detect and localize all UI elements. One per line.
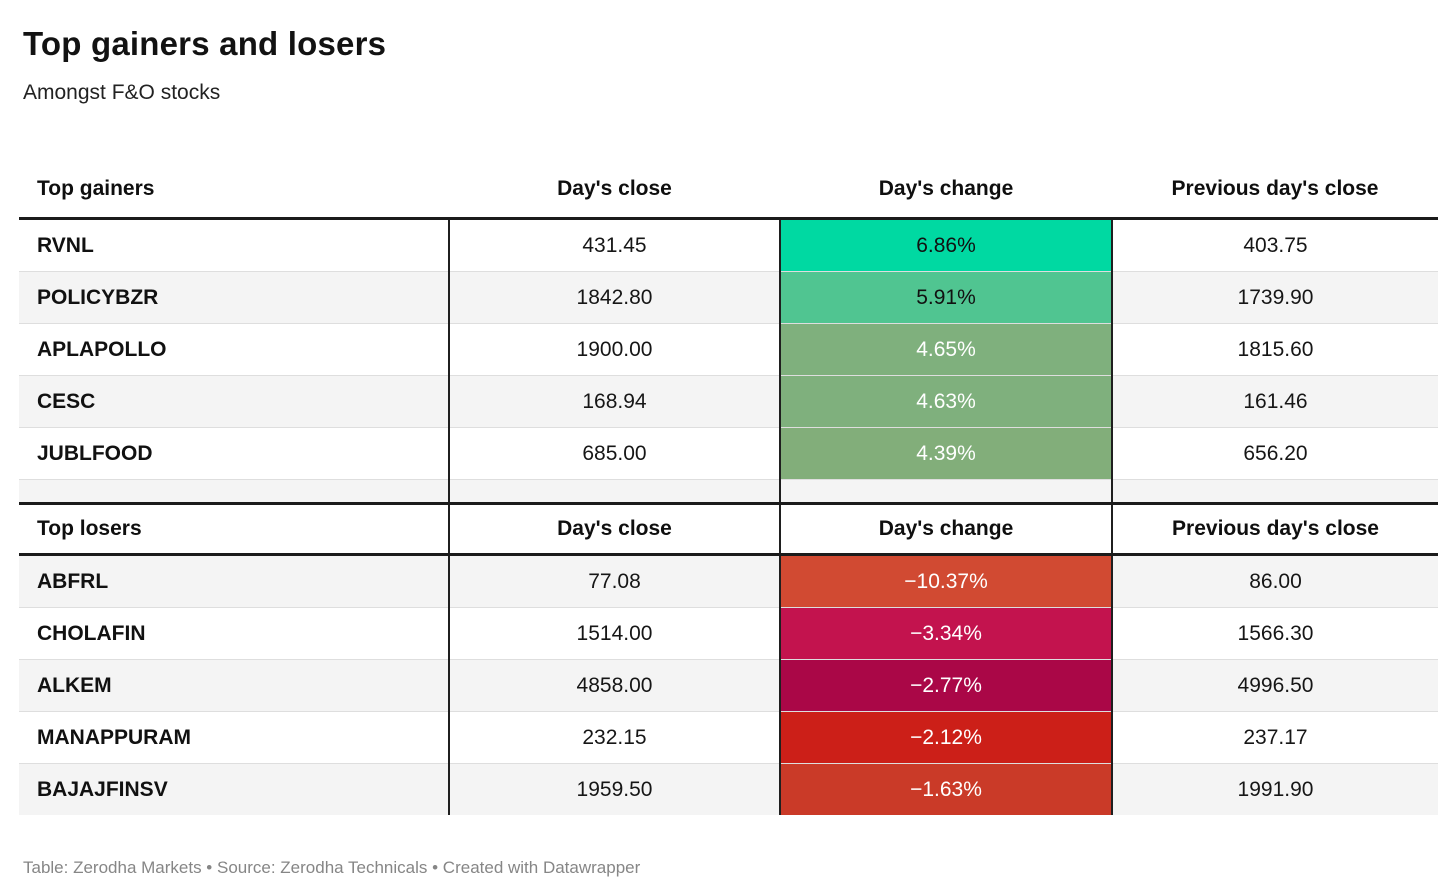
spacer-cell [448,479,780,505]
days-change-value: −2.12% [779,711,1112,764]
days-change-value: −3.34% [779,607,1112,660]
stock-symbol: ABFRL [19,554,449,608]
table-row-alkem: ALKEM 4858.00 −2.77% 4996.50 [19,659,1438,712]
gainers-header-prev-close: Previous day's close [1112,160,1438,220]
stock-symbol: BAJAJFINSV [37,777,168,801]
table-row-abfrl: ABFRL 77.08 −10.37% 86.00 [19,554,1438,608]
table-row-aplapollo: APLAPOLLO 1900.00 4.65% 1815.60 [19,323,1438,376]
days-close-value: 1900.00 [448,323,780,376]
attribution-byline: Table: Zerodha Markets • Source: Zerodha… [23,858,641,877]
days-close-value: 1842.80 [448,271,780,324]
table-row-jublfood: JUBLFOOD 685.00 4.39% 656.20 [19,427,1438,480]
spacer-cell [779,479,1112,505]
days-close-value: 1514.00 [448,607,780,660]
prev-close-value: 237.17 [1111,711,1438,764]
days-change-value: 4.63% [779,375,1112,428]
section-spacer-row [19,479,1438,505]
losers-header-row: Top losers Day's close Day's change Prev… [19,502,1438,556]
gainers-header-change: Day's change [780,160,1112,220]
page-title: Top gainers and losers [23,25,387,62]
prev-close-value: 161.46 [1111,375,1438,428]
gainers-losers-table: Top gainers Day's close Day's change Pre… [19,160,1438,815]
days-change-value: −1.63% [779,763,1112,815]
stock-symbol: CHOLAFIN [19,607,449,660]
stock-symbol: RVNL [19,218,449,272]
table-row-manappuram: MANAPPURAM 232.15 −2.12% 237.17 [19,711,1438,764]
table-row-cholafin: CHOLAFIN 1514.00 −3.34% 1566.30 [19,607,1438,660]
losers-header-close: Day's close [448,502,780,556]
losers-header-prev-close: Previous day's close [1111,502,1438,556]
days-change-value: −2.77% [779,659,1112,712]
gainers-header-symbol: Top gainers [19,160,449,220]
page-subtitle: Amongst F&O stocks [23,81,221,104]
stock-symbol: MANAPPURAM [19,711,449,764]
table-row-cesc: CESC 168.94 4.63% 161.46 [19,375,1438,428]
gainers-header-row: Top gainers Day's close Day's change Pre… [19,160,1438,220]
prev-close-value: 403.75 [1111,218,1438,272]
gainers-header-close: Day's close [449,160,780,220]
table-row-policybzr: POLICYBZR 1842.80 5.91% 1739.90 [19,271,1438,324]
days-close-value: 168.94 [448,375,780,428]
losers-header-change: Day's change [779,502,1112,556]
prev-close-value: 1991.90 [1111,763,1438,815]
prev-close-value: 1566.30 [1111,607,1438,660]
days-close-value: 685.00 [448,427,780,480]
prev-close-value: 1739.90 [1111,271,1438,324]
days-close-value: 1959.50 [448,763,780,815]
table-row-bajajfinsv: BAJAJFINSV 1959.50 −1.63% 1991.90 [19,763,1438,815]
days-close-value: 77.08 [448,554,780,608]
days-change-value: 5.91% [779,271,1112,324]
losers-header-symbol: Top losers [19,502,449,556]
days-change-value: 4.39% [779,427,1112,480]
days-change-value: −10.37% [779,554,1112,608]
prev-close-value: 4996.50 [1111,659,1438,712]
prev-close-value: 1815.60 [1111,323,1438,376]
days-close-value: 232.15 [448,711,780,764]
days-close-value: 4858.00 [448,659,780,712]
table-row-rvnl: RVNL 431.45 6.86% 403.75 [19,218,1438,272]
days-change-value: 6.86% [779,218,1112,272]
spacer-cell [1111,479,1438,505]
prev-close-value: 86.00 [1111,554,1438,608]
spacer-cell [19,479,449,505]
days-change-value: 4.65% [779,323,1112,376]
prev-close-value: 656.20 [1111,427,1438,480]
stock-symbol: JUBLFOOD [19,427,449,480]
stock-symbol: ALKEM [19,659,449,712]
stock-symbol: CESC [19,375,449,428]
stock-symbol: POLICYBZR [19,271,449,324]
days-close-value: 431.45 [448,218,780,272]
stock-symbol: APLAPOLLO [19,323,449,376]
